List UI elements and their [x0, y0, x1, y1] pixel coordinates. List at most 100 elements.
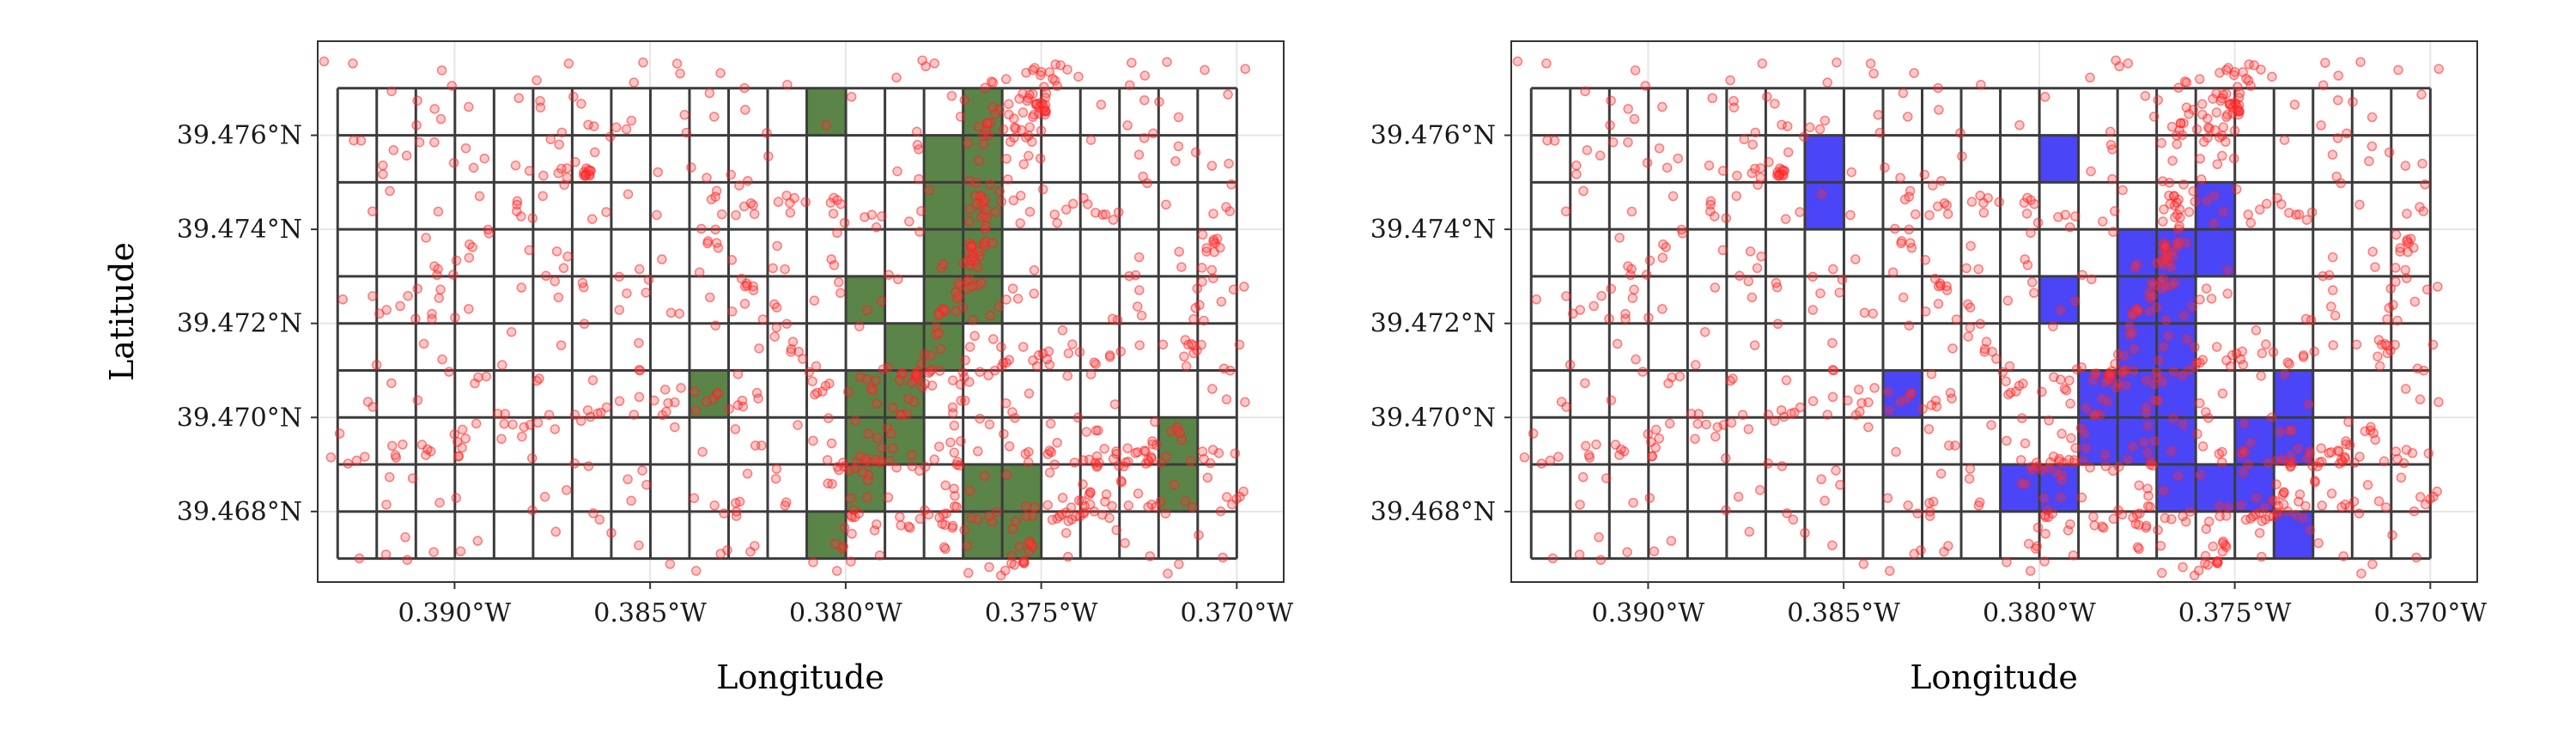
- data-point: [2060, 209, 2071, 221]
- data-point: [966, 242, 976, 252]
- data-point: [1642, 270, 1652, 280]
- data-point: [2164, 178, 2175, 188]
- data-point: [407, 473, 418, 483]
- data-point: [434, 293, 445, 303]
- data-point: [550, 424, 561, 434]
- data-point: [914, 227, 925, 237]
- data-point: [862, 492, 872, 503]
- data-point: [2208, 541, 2219, 552]
- data-point: [771, 464, 782, 474]
- data-point: [2217, 388, 2228, 399]
- data-point: [2279, 135, 2290, 145]
- data-point: [577, 277, 588, 288]
- data-point: [634, 391, 645, 403]
- data-point: [973, 514, 983, 525]
- data-point: [883, 492, 894, 503]
- data-point: [2195, 397, 2205, 409]
- data-point: [2238, 446, 2249, 456]
- data-point: [1091, 208, 1101, 218]
- data-point: [2032, 217, 2044, 228]
- data-point: [1001, 470, 1012, 481]
- data-point: [2196, 174, 2207, 185]
- data-point: [750, 440, 761, 451]
- data-point: [2267, 495, 2278, 506]
- data-point: [1880, 162, 1890, 173]
- data-point: [1078, 479, 1088, 489]
- data-point: [877, 442, 888, 453]
- data-point: [959, 525, 969, 536]
- data-point: [1898, 292, 1909, 303]
- data-point: [2209, 191, 2220, 201]
- data-point: [412, 395, 423, 405]
- data-point: [1571, 161, 1582, 171]
- data-point: [946, 91, 957, 101]
- data-point: [1018, 342, 1029, 352]
- data-point: [1591, 440, 1601, 450]
- data-point: [2153, 372, 2163, 383]
- data-point: [2195, 154, 2205, 164]
- data-point: [2156, 567, 2167, 579]
- data-point: [972, 262, 983, 273]
- data-point: [1143, 501, 1153, 513]
- data-point: [872, 519, 882, 530]
- data-point: [579, 318, 590, 330]
- data-point: [2184, 109, 2194, 119]
- data-point: [955, 112, 966, 122]
- data-point: [623, 474, 633, 485]
- data-point: [1772, 318, 1783, 330]
- data-point: [996, 342, 1006, 353]
- data-point: [949, 483, 959, 494]
- data-point: [2174, 204, 2185, 215]
- data-point: [2166, 514, 2177, 525]
- data-point: [1955, 128, 1965, 138]
- data-point: [535, 102, 546, 112]
- data-point: [2080, 428, 2090, 440]
- data-point: [1519, 452, 1530, 463]
- data-point: [2039, 556, 2050, 567]
- data-point: [1820, 115, 1831, 126]
- data-point: [1749, 340, 1760, 350]
- data-point: [2366, 141, 2378, 152]
- data-point: [351, 455, 362, 466]
- data-point: [1044, 467, 1055, 478]
- data-point: [1073, 71, 1084, 82]
- data-point: [854, 451, 866, 462]
- data-point: [998, 124, 1009, 135]
- data-point: [2111, 55, 2121, 66]
- data-point: [2140, 91, 2151, 101]
- data-point: [2173, 194, 2184, 205]
- data-point: [2415, 394, 2426, 405]
- data-point: [1654, 143, 1665, 154]
- data-point: [2367, 246, 2378, 257]
- data-point: [1100, 496, 1110, 507]
- data-point: [1822, 409, 1833, 420]
- data-point: [2208, 94, 2218, 104]
- data-point: [568, 91, 579, 102]
- data-point: [594, 514, 605, 525]
- data-point: [427, 313, 437, 325]
- data-point: [2194, 74, 2205, 84]
- data-point: [641, 480, 652, 490]
- data-point: [471, 418, 482, 429]
- data-point: [927, 380, 938, 391]
- data-point: [412, 283, 423, 294]
- data-point: [980, 194, 990, 205]
- data-point: [738, 401, 749, 412]
- data-point: [2168, 367, 2178, 377]
- data-point: [2395, 243, 2406, 253]
- data-point: [500, 409, 510, 419]
- data-point: [2057, 428, 2067, 440]
- data-point: [875, 458, 886, 468]
- data-point: [939, 509, 949, 519]
- data-point: [2070, 211, 2081, 221]
- data-point: [368, 402, 378, 412]
- data-point: [975, 367, 985, 377]
- data-point: [1604, 313, 1614, 325]
- data-point: [556, 127, 568, 138]
- data-point: [1710, 211, 1720, 221]
- data-point: [1666, 536, 1677, 546]
- data-point: [832, 227, 842, 238]
- data-point: [702, 238, 713, 249]
- data-point: [809, 295, 820, 306]
- data-point: [872, 433, 883, 444]
